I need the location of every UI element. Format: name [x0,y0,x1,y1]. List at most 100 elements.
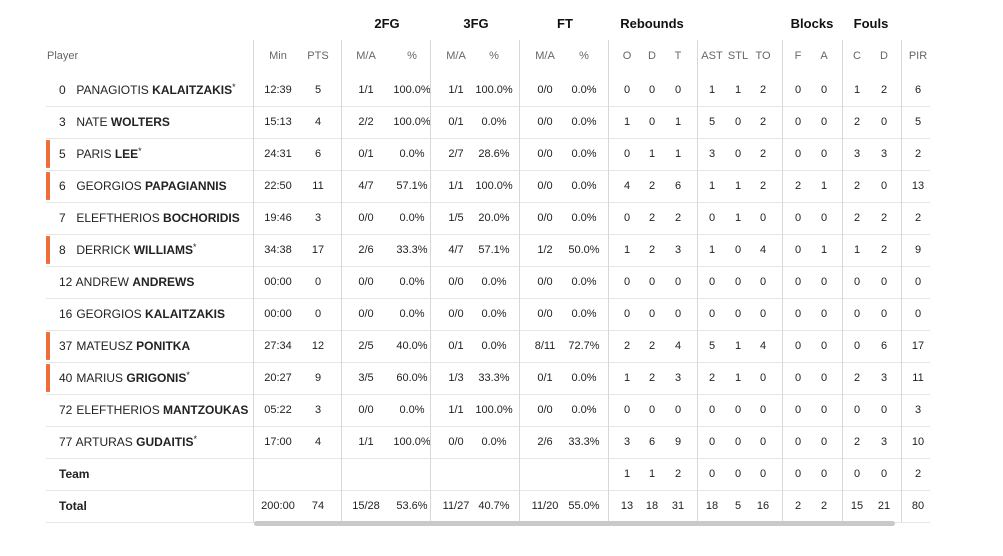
stat-m-a: 1/1 [448,180,464,192]
player-name[interactable]: 77 ARTURAS GUDAITIS* [59,426,197,458]
group-header-rebounds: Rebounds [620,16,684,31]
stat-f: 0 [794,212,802,224]
column-divider [608,40,609,522]
player-last-name: KALAITZAKIS [145,307,226,321]
column-header-to[interactable]: TO [755,50,771,62]
stat--: 0.0% [399,308,425,320]
column-header-d[interactable]: D [648,50,656,62]
stat-f: 0 [794,244,802,256]
starter-mark: * [193,242,197,252]
table-row[interactable]: 8 DERRICK WILLIAMS* 34:38 17 2/6 33.3% 4/7 57.… [46,234,930,267]
stat-c: 0 [853,404,861,416]
column-header-player[interactable]: Player [47,50,79,62]
column-header-d[interactable]: D [880,50,888,62]
stat-m-a: 0/0 [448,308,464,320]
stat-m-a: 0/0 [358,276,374,288]
player-name[interactable]: 40 MARIUS GRIGONIS* [59,362,190,394]
stat-pts: 5 [314,84,322,96]
stat-o: 0 [623,84,631,96]
table-row[interactable]: 16 GEORGIOS KALAITZAKIS 00:00 0 0/0 0.0% 0/0 0… [46,298,930,331]
stat-to: 0 [759,276,767,288]
column-header-c[interactable]: C [853,50,861,62]
stat-ast: 18 [705,500,719,512]
column-header-f[interactable]: F [794,50,802,62]
column-header-m-a[interactable]: M/A [356,50,376,62]
stat-- [469,458,519,490]
stat-pts: 17 [311,244,325,256]
table-row[interactable]: 12 ANDREW ANDREWS 00:00 0 0/0 0.0% 0/0 0.0% 0/0… [46,266,930,299]
stat-pts: 4 [314,436,322,448]
stat-t: 6 [674,180,682,192]
stat-t: 2 [674,212,682,224]
stat-a: 1 [820,244,828,256]
stat-min: 00:00 [264,308,292,320]
stat-pts: 11 [312,180,324,192]
column-header-o[interactable]: O [622,50,632,62]
player-last-name: WILLIAMS [133,243,194,257]
player-last-name: KALAITZAKIS [152,83,233,97]
group-header-fouls: Fouls [853,16,889,31]
column-header-m-a[interactable]: M/A [535,50,555,62]
stat-pir: 13 [911,180,925,192]
player-number: 3 [59,115,66,129]
stat-m-a: 0/0 [358,212,374,224]
player-first-name: ELEFTHERIOS [76,211,160,225]
column-header-stl[interactable]: STL [727,50,749,62]
column-header-pts[interactable]: PTS [307,50,329,62]
stat-f: 0 [794,404,802,416]
stat-o: 0 [623,308,631,320]
column-header-ast[interactable]: AST [701,50,723,62]
player-name[interactable]: 6 GEORGIOS PAPAGIANNIS [59,170,227,202]
column-header-pir[interactable]: PIR [908,50,928,62]
table-row[interactable]: 6 GEORGIOS PAPAGIANNIS 22:50 11 4/7 57.1% 1/1… [46,170,930,203]
player-first-name: GEORGIOS [76,179,142,193]
stat-d: 18 [645,500,659,512]
stat--: 0.0% [571,148,597,160]
column-header-min[interactable]: Min [269,50,287,62]
stat--: 0.0% [571,276,597,288]
stat--: 0.0% [571,212,597,224]
column-header-t[interactable]: T [674,50,682,62]
column-header-a[interactable]: A [820,50,828,62]
table-row[interactable]: 0 PANAGIOTIS KALAITZAKIS* 12:39 5 1/1 100.0%… [46,74,930,107]
stat-to: 0 [759,308,767,320]
table-row[interactable]: 37 MATEUSZ PONITKA 27:34 12 2/5 40.0% 0/1 0.0%… [46,330,930,363]
stat-to: 0 [759,436,767,448]
stat-pts: 12 [311,340,325,352]
table-row[interactable]: 5 PARIS LEE* 24:31 6 0/1 0.0% 2/7 28.6% 0/0 0.0%… [46,138,930,171]
player-name[interactable]: 0 PANAGIOTIS KALAITZAKIS* [59,74,236,106]
stat-pts: 9 [314,372,322,384]
column-header--[interactable]: % [579,50,589,62]
table-row[interactable]: 72 ELEFTHERIOS MANTZOUKAS 05:22 3 0/0 0.0% 1/… [46,394,930,427]
horizontal-scrollbar[interactable] [254,521,895,526]
stat-pts: 0 [314,276,322,288]
player-name[interactable]: 8 DERRICK WILLIAMS* [59,234,197,266]
table-row[interactable]: 77 ARTURAS GUDAITIS* 17:00 4 1/1 100.0% 0/0 0.… [46,426,930,459]
stat-pir: 6 [914,84,922,96]
stat--: 20.0% [478,212,510,224]
column-header--[interactable]: % [407,50,417,62]
table-row[interactable]: 40 MARIUS GRIGONIS* 20:27 9 3/5 60.0% 1/3 33.3… [46,362,930,395]
stat-d: 2 [648,180,656,192]
player-name[interactable]: 12 ANDREW ANDREWS [59,266,194,298]
stat-d: 0 [880,404,888,416]
stat--: 0.0% [571,116,597,128]
player-name[interactable]: 16 GEORGIOS KALAITZAKIS [59,298,225,330]
column-header-m-a[interactable]: M/A [446,50,466,62]
player-name[interactable]: 37 MATEUSZ PONITKA [59,330,190,362]
player-last-name: LEE [114,147,139,161]
stat-d: 1 [648,148,656,160]
player-number: 16 [59,307,73,321]
table-row[interactable]: 3 NATE WOLTERS 15:13 4 2/2 100.0% 0/1 0.0% 0/0 0… [46,106,930,139]
stat-o: 1 [623,468,631,480]
stat-m-a: 0/0 [358,308,374,320]
column-header--[interactable]: % [489,50,499,62]
player-name[interactable]: 7 ELEFTHERIOS BOCHORIDIS [59,202,240,234]
player-name[interactable]: 72 ELEFTHERIOS MANTZOUKAS [59,394,248,426]
player-name[interactable]: 3 NATE WOLTERS [59,106,170,138]
stat-c: 2 [853,372,861,384]
player-last-name: GRIGONIS [126,371,187,385]
table-row[interactable]: 7 ELEFTHERIOS BOCHORIDIS 19:46 3 0/0 0.0% 1/5… [46,202,930,235]
player-name[interactable]: 5 PARIS LEE* [59,138,142,170]
column-divider [519,40,520,522]
